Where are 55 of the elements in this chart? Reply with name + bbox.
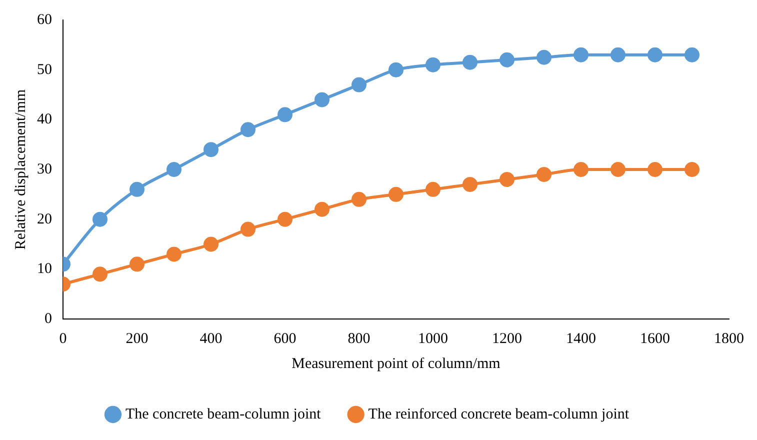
point <box>204 142 218 158</box>
y-tick-label: 0 <box>44 310 52 327</box>
point <box>204 236 218 252</box>
y-tick-label: 30 <box>37 161 52 178</box>
y-tick-label: 40 <box>37 112 52 128</box>
point <box>166 246 182 262</box>
point <box>388 62 404 78</box>
point <box>314 202 330 217</box>
point <box>648 47 662 62</box>
point <box>166 162 182 177</box>
legend-label: The concrete beam-column joint <box>125 406 322 422</box>
point <box>240 222 256 237</box>
point <box>240 122 256 138</box>
x-tick-label: 400 <box>200 330 222 347</box>
point <box>462 176 478 192</box>
point <box>574 47 588 62</box>
point <box>130 182 144 197</box>
point <box>388 186 404 202</box>
point <box>684 47 700 62</box>
x-tick-label: 1200 <box>492 330 522 347</box>
y-tick-label: 60 <box>37 12 52 28</box>
point <box>500 52 514 68</box>
x-tick-label: 800 <box>348 330 370 347</box>
point <box>278 107 292 122</box>
y-tick-label: 50 <box>37 62 52 78</box>
legend-label: The reinforced concrete beam-column joint <box>368 406 630 422</box>
point <box>610 162 626 177</box>
point <box>610 47 626 62</box>
x-tick-label: 200 <box>126 330 148 347</box>
point <box>426 57 440 72</box>
point <box>536 166 552 182</box>
point <box>462 54 478 70</box>
x-tick-label: 1000 <box>418 330 448 347</box>
x-tick-label: 0 <box>59 330 67 347</box>
x-tick-label: 1600 <box>640 330 670 347</box>
x-tick-label: 600 <box>274 330 296 347</box>
y-tick-label: 20 <box>37 211 52 228</box>
point <box>352 192 366 207</box>
y-axis-title: Relative displacement/mm <box>12 88 29 250</box>
point <box>130 256 144 272</box>
point <box>684 162 700 177</box>
y-tick-label: 10 <box>37 261 52 278</box>
x-tick-label: 1400 <box>566 330 596 347</box>
point <box>92 212 108 227</box>
point <box>278 212 292 227</box>
x-tick-label: 1800 <box>714 330 744 347</box>
point <box>352 77 366 92</box>
point <box>574 162 588 177</box>
x-axis-title: Measurement point of column/mm <box>292 356 501 372</box>
point <box>426 182 440 197</box>
point <box>500 172 514 187</box>
point <box>92 266 108 282</box>
point <box>648 162 662 177</box>
point <box>314 92 330 108</box>
point <box>536 50 552 65</box>
